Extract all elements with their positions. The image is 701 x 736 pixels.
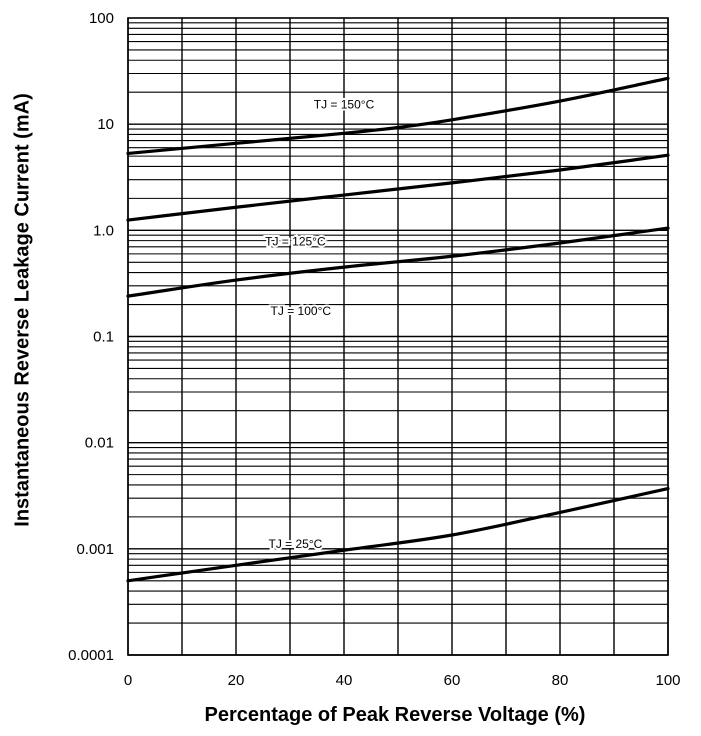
y-tick-label: 0.1 — [93, 329, 114, 346]
y-tick-label: 100 — [89, 10, 114, 27]
x-axis-label: Percentage of Peak Reverse Voltage (%) — [204, 704, 586, 726]
curve-label-2: TJ = 100°C — [271, 304, 332, 318]
y-tick-label: 0.01 — [85, 435, 114, 452]
y-tick-label: 0.0001 — [68, 647, 114, 664]
x-tick-label: 60 — [444, 672, 461, 689]
series-line-0 — [126, 76, 670, 156]
series-line-1 — [126, 153, 670, 222]
series-line-3 — [126, 486, 670, 583]
x-tick-label: 20 — [228, 672, 245, 689]
curve-label-3: TJ = 25°C — [268, 537, 322, 551]
curve-label-1: TJ = 125°C — [265, 234, 326, 248]
series-line-2 — [126, 226, 670, 298]
x-tick-label: 0 — [124, 672, 132, 689]
curve-label-0: TJ = 150°C — [314, 98, 375, 112]
x-tick-label: 40 — [336, 672, 353, 689]
plot-frame — [127, 17, 669, 656]
y-tick-label: 0.001 — [76, 541, 114, 558]
y-tick-label: 1.0 — [93, 222, 114, 239]
x-tick-label: 100 — [655, 672, 680, 689]
y-tick-label: 10 — [97, 116, 114, 133]
x-tick-label: 80 — [552, 672, 569, 689]
y-axis-label: Instantaneous Reverse Leakage Current (m… — [11, 93, 34, 527]
